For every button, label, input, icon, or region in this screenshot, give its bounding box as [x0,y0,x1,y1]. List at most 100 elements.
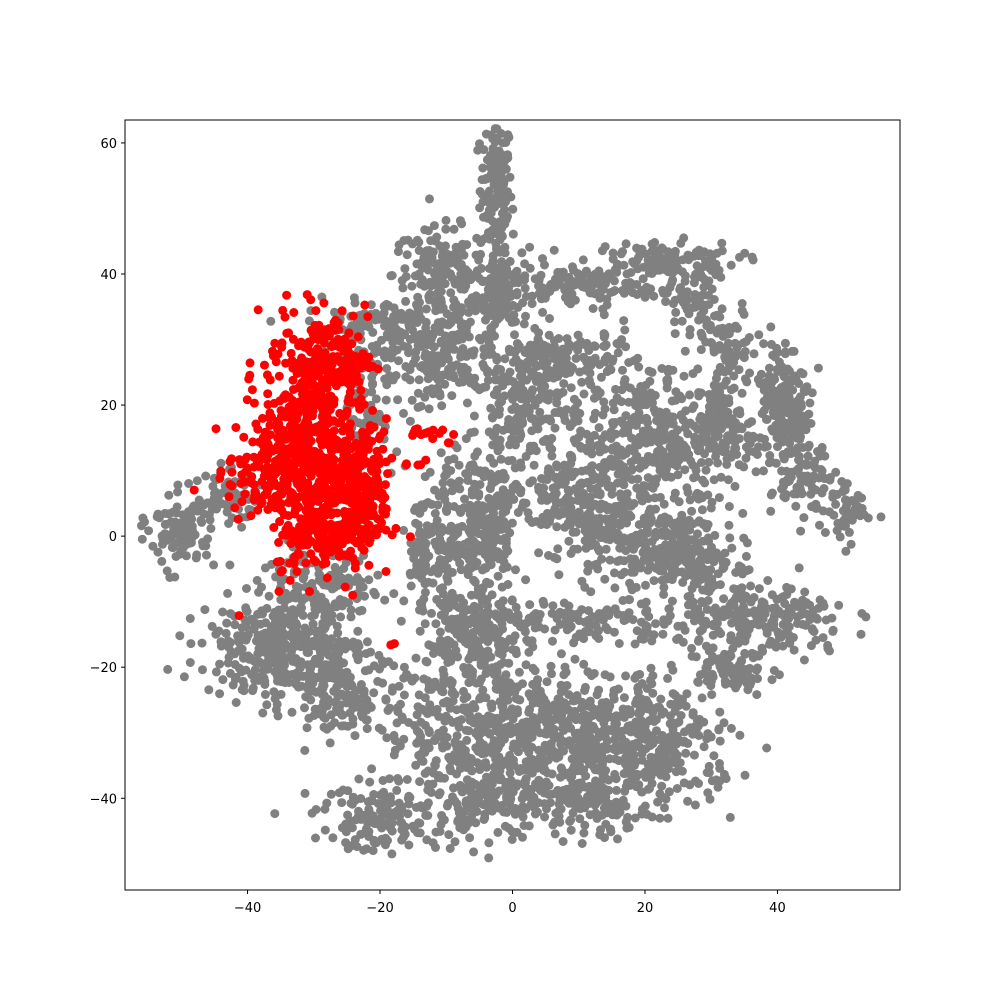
scatter-point [444,597,454,607]
scatter-point [634,408,644,418]
scatter-point [612,785,621,795]
scatter-point [735,730,745,740]
scatter-point [488,300,498,310]
scatter-point [462,735,472,745]
scatter-point [720,367,730,377]
scatter-point [528,663,538,673]
scatter-point [657,781,667,791]
scatter-point [455,484,465,494]
scatter-point [561,608,571,618]
scatter-point [449,302,459,312]
scatter-point [435,241,445,251]
scatter-point [520,728,530,738]
scatter-point [519,319,529,329]
scatter-point [599,397,609,407]
scatter-point [413,340,423,350]
scatter-point [534,548,544,558]
scatter-point [444,455,454,465]
scatter-point [490,529,500,539]
scatter-point [559,670,569,680]
scatter-point [766,322,776,332]
scatter-point [716,424,726,434]
scatter-point [666,548,676,558]
scatter-point [716,272,726,282]
scatter-point [510,463,520,473]
scatter-point [540,624,550,634]
scatter-point [511,565,520,575]
scatter-point [436,280,446,290]
scatter-point [696,263,706,273]
scatter-point [769,409,779,419]
scatter-point [445,258,455,268]
scatter-point [745,663,755,673]
scatter-point [752,690,762,700]
scatter-point [611,384,620,394]
scatter-point [747,417,757,427]
scatter-point [581,365,590,375]
scatter-point [420,619,430,629]
scatter-point [685,495,695,505]
scatter-point [701,585,711,595]
scatter-point [634,520,644,530]
scatter-point [553,544,563,554]
scatter-point [577,839,587,848]
scatter-point [695,545,705,555]
scatter-point [719,594,729,604]
scatter-point [464,332,474,342]
scatter-point [759,598,769,608]
scatter-point [527,299,537,309]
scatter-point [525,446,535,456]
scatter-point [566,383,576,393]
scatter-point [476,692,486,702]
scatter-point [789,346,799,356]
scatter-point [457,787,467,797]
scatter-point [554,570,564,580]
scatter-point [490,124,500,134]
scatter-point [726,635,736,645]
scatter-point [704,457,714,467]
scatter-point [701,413,711,423]
scatter-point [674,455,684,465]
scatter-point [727,598,737,608]
scatter-point [618,611,628,620]
scatter-point [459,694,469,704]
scatter-point [697,493,707,503]
scatter-point [702,734,712,744]
scatter-point [624,763,634,773]
scatter-point [798,595,807,605]
scatter-point [825,507,834,517]
scatter-point [501,670,511,680]
scatter-point [469,346,479,356]
scatter-point [558,837,568,846]
scatter-point [460,664,470,674]
scatter-point [537,495,546,505]
scatter-point [578,478,588,488]
scatter-point [675,758,685,768]
scatter-point [772,594,782,604]
scatter-point [683,796,693,806]
scatter-point [795,434,805,444]
scatter-point [698,314,708,324]
scatter-point [676,711,686,720]
scatter-point [474,603,484,613]
scatter-point [732,450,742,459]
scatter-point [622,518,632,528]
scatter-point [582,429,592,439]
scatter-point [685,591,695,601]
scatter-point [613,834,622,844]
scatter-point [445,763,455,773]
scatter-point [418,756,428,766]
scatter-point [412,332,422,341]
scatter-point [597,246,607,256]
scatter-point [727,679,737,689]
scatter-point [597,434,607,444]
scatter-point [629,397,639,407]
scatter-point [521,311,530,321]
scatter-point [534,337,544,347]
scatter-point [618,704,628,714]
scatter-point [618,450,628,460]
scatter-point [638,274,648,284]
scatter-point [740,347,750,356]
scatter-point [694,635,704,645]
scatter-point [628,615,638,625]
